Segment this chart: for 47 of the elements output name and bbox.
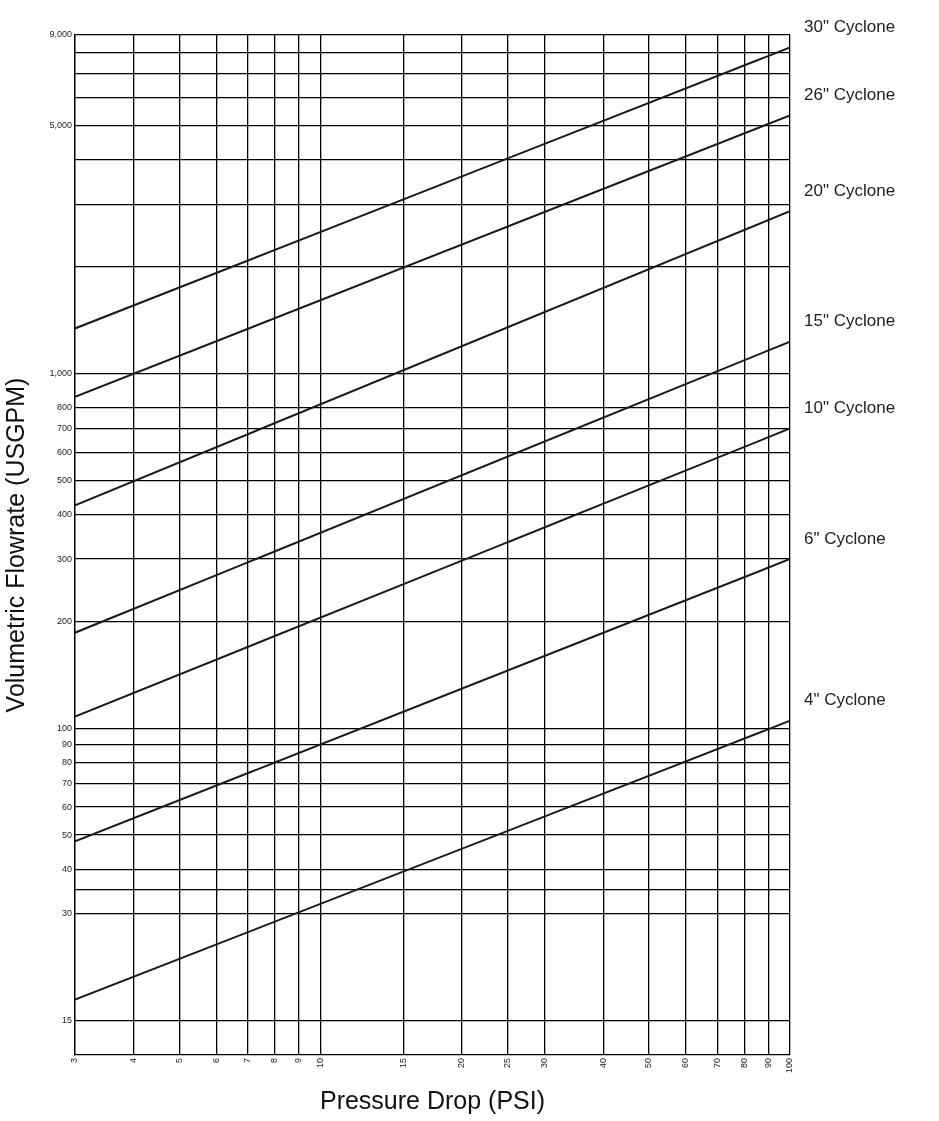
y-tick-label: 30 <box>61 908 72 919</box>
x-tick-label: 5 <box>173 1058 184 1064</box>
x-tick-label: 25 <box>501 1058 512 1069</box>
y-tick-label: 50 <box>61 829 72 840</box>
series-label: 15" Cyclone <box>804 311 896 331</box>
x-tick-label: 9 <box>293 1058 304 1064</box>
x-tick-label: 10 <box>314 1058 325 1069</box>
y-tick-label: 1,000 <box>49 368 72 379</box>
series-label: 30" Cyclone <box>804 17 896 37</box>
x-tick-label: 8 <box>269 1058 280 1064</box>
y-tick-label: 90 <box>61 739 72 750</box>
y-tick-label: 500 <box>56 474 72 485</box>
x-tick-label: 4 <box>128 1058 139 1064</box>
series-label: 6" Cyclone <box>804 528 886 548</box>
y-tick-label: 40 <box>61 863 72 874</box>
y-tick-label: 70 <box>61 777 72 788</box>
x-tick-label: 70 <box>711 1058 722 1069</box>
x-tick-label: 20 <box>456 1058 467 1069</box>
x-tick-label: 100 <box>784 1058 795 1074</box>
x-tick-label: 80 <box>738 1058 749 1069</box>
y-tick-label: 80 <box>61 757 72 768</box>
series-label: 4" Cyclone <box>804 690 886 710</box>
x-tick-label: 6 <box>210 1058 221 1064</box>
y-tick-label: 700 <box>56 422 72 433</box>
series-label: 10" Cyclone <box>804 398 896 418</box>
x-axis-title: Pressure Drop (PSI) <box>319 1085 546 1114</box>
y-tick-label: 5,000 <box>49 120 72 131</box>
y-tick-label: 200 <box>56 616 72 626</box>
series-label: 20" Cyclone <box>804 180 896 200</box>
x-tick-label: 40 <box>597 1058 608 1069</box>
y-tick-label: 300 <box>56 553 72 564</box>
y-tick-label: 400 <box>56 509 72 520</box>
y-axis-title: Volumetric Flowrate (USGPM) <box>0 377 29 713</box>
x-tick-label: 90 <box>763 1058 773 1069</box>
x-tick-label: 3 <box>69 1058 80 1064</box>
x-tick-label: 15 <box>397 1058 408 1069</box>
x-tick-label: 30 <box>538 1058 549 1069</box>
y-tick-label: 100 <box>56 722 72 733</box>
y-tick-label: 600 <box>56 446 72 457</box>
y-tick-label: 60 <box>61 801 72 812</box>
y-tick-label: 15 <box>61 1015 72 1026</box>
x-tick-label: 60 <box>680 1058 691 1069</box>
y-tick-label: 9,000 <box>49 29 72 40</box>
y-tick-label: 800 <box>56 402 72 413</box>
x-tick-label: 50 <box>643 1058 654 1069</box>
series-label: 26" Cyclone <box>804 85 896 105</box>
x-tick-label: 7 <box>242 1058 253 1064</box>
